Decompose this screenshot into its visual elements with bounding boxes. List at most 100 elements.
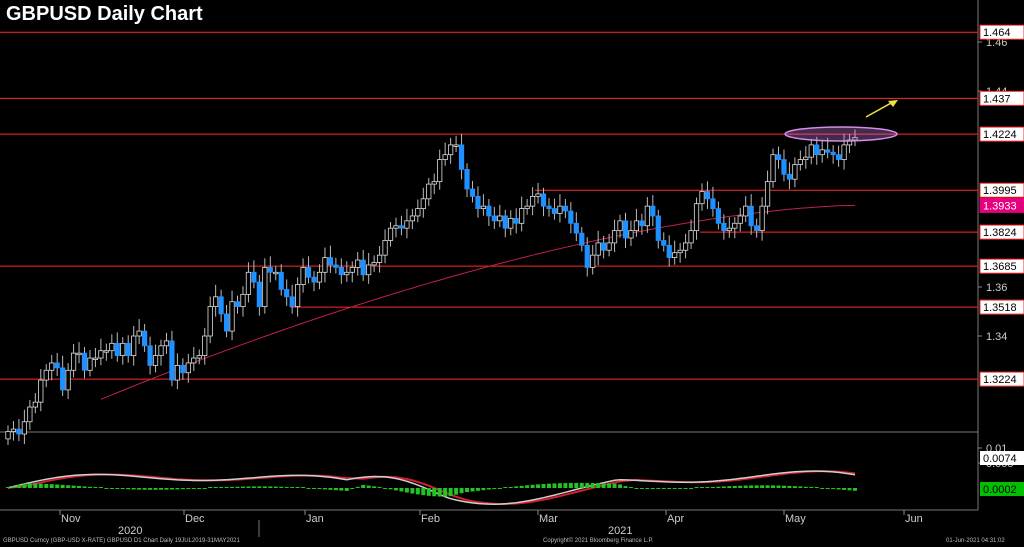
histogram-bar xyxy=(350,488,355,489)
candle-body xyxy=(70,352,77,371)
candle-body xyxy=(617,220,623,232)
candle xyxy=(196,349,202,365)
histogram-bar xyxy=(809,487,814,488)
candle-body xyxy=(109,342,115,352)
candle xyxy=(732,217,738,239)
candle-body xyxy=(437,159,443,183)
histogram-bar xyxy=(672,488,677,489)
candle xyxy=(644,197,650,233)
candle xyxy=(202,327,208,365)
candle-body xyxy=(540,193,547,207)
price-tag-box xyxy=(979,197,1024,213)
candle-body xyxy=(415,208,421,217)
candle-body xyxy=(229,301,235,332)
candle xyxy=(606,233,612,257)
histogram-bar xyxy=(760,485,765,488)
histogram-bar xyxy=(454,488,459,495)
histogram-bar xyxy=(404,488,409,493)
histogram-bar xyxy=(148,488,153,490)
candle xyxy=(617,214,623,238)
histogram-bar xyxy=(137,488,142,490)
candle xyxy=(458,133,465,180)
histogram-bar xyxy=(618,484,623,488)
candle xyxy=(98,338,104,366)
candle xyxy=(726,217,732,238)
histogram-bar xyxy=(224,487,229,488)
candle-body xyxy=(366,264,372,276)
candle xyxy=(393,217,399,238)
candle xyxy=(590,245,596,275)
price-tag-box xyxy=(979,371,1024,387)
candle xyxy=(852,129,858,147)
candle xyxy=(781,149,787,182)
histogram-bar xyxy=(601,483,606,488)
candle xyxy=(437,149,443,190)
candle-body xyxy=(234,301,241,308)
candle xyxy=(163,332,170,354)
histogram-bar xyxy=(716,486,721,488)
candle xyxy=(841,133,847,170)
histogram-bar xyxy=(6,487,10,488)
indicator-tag-box xyxy=(980,451,1024,465)
candle-body xyxy=(16,428,22,435)
histogram-bar xyxy=(251,486,256,488)
candle xyxy=(316,264,323,290)
candle xyxy=(710,186,716,217)
candle-body xyxy=(448,144,454,156)
candle xyxy=(278,264,284,296)
histogram-bar xyxy=(180,488,185,490)
histogram-bar xyxy=(667,488,672,489)
histogram-bar xyxy=(481,488,486,491)
histogram-bar xyxy=(55,484,60,488)
candle xyxy=(109,334,115,359)
histogram-bar xyxy=(443,488,448,497)
candle xyxy=(453,135,459,153)
candle-body xyxy=(551,208,558,214)
candle xyxy=(180,358,186,380)
candle-body xyxy=(114,342,120,357)
histogram-bar xyxy=(235,486,240,488)
candle-body xyxy=(387,227,394,241)
histogram-bar xyxy=(705,487,710,488)
candle xyxy=(349,261,355,283)
candle xyxy=(639,213,645,235)
histogram-bar xyxy=(530,484,535,488)
histogram-bar xyxy=(383,488,388,489)
histogram-bar xyxy=(98,487,103,488)
candle xyxy=(573,212,579,242)
candle-body xyxy=(442,154,448,160)
histogram-bar xyxy=(694,487,699,488)
histogram-bar xyxy=(328,488,333,490)
histogram-bar xyxy=(257,486,262,488)
macd-line xyxy=(7,470,856,505)
candle-body xyxy=(480,205,487,209)
candle-body xyxy=(163,340,170,347)
candle-body xyxy=(49,362,55,371)
histogram-bar xyxy=(421,488,426,496)
histogram-bar xyxy=(71,485,76,488)
year-label: 2021 xyxy=(608,525,632,537)
candle xyxy=(704,181,711,209)
candle xyxy=(76,342,82,364)
candle xyxy=(420,187,426,218)
candle xyxy=(497,204,503,227)
histogram-bar xyxy=(781,485,786,488)
histogram-bar xyxy=(268,486,273,488)
candle-body xyxy=(54,362,60,369)
candle-body xyxy=(207,306,213,337)
histogram-bar xyxy=(656,488,661,490)
candle xyxy=(5,425,11,446)
candle-body xyxy=(371,262,377,266)
candle-body xyxy=(120,342,126,357)
candle xyxy=(344,261,350,282)
candle xyxy=(158,339,164,366)
candle xyxy=(491,206,497,229)
histogram-bar xyxy=(738,485,743,488)
histogram-bar xyxy=(410,488,415,494)
candle-body xyxy=(814,144,820,156)
candle xyxy=(568,201,574,234)
candle-body xyxy=(295,284,301,307)
histogram-bar xyxy=(306,488,311,489)
histogram-bar xyxy=(650,488,655,490)
candle xyxy=(338,258,344,284)
